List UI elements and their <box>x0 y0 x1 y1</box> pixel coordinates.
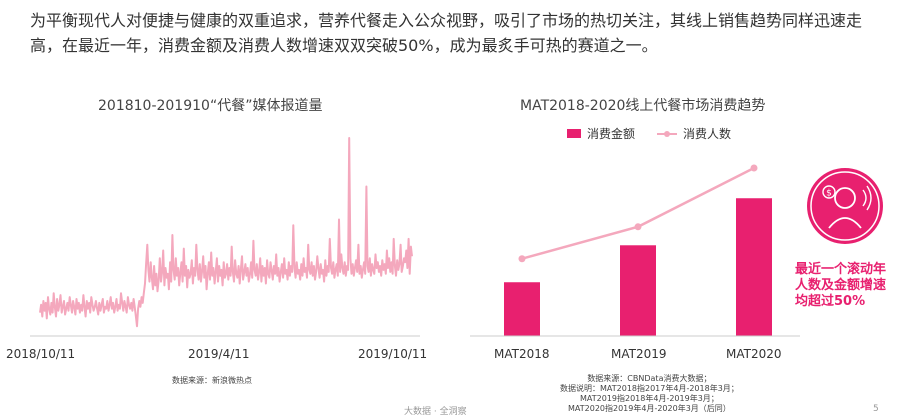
intro-paragraph: 为平衡现代人对便捷与健康的双重追求，营养代餐走入公众视野，吸引了市场的热切关注，… <box>30 11 863 55</box>
left-chart-source: 数据来源：新浪微热点 <box>172 376 252 385</box>
left-x-tick-mid: 2019/4/11 <box>188 347 250 361</box>
legend-people-label: 消费人数 <box>683 127 732 141</box>
callout-line-1: 最近一个滚动年 <box>795 262 887 277</box>
consumer-count-point-mat2018 <box>518 255 526 263</box>
growth-callout: 最近一个滚动年 人数及金额增速 均超过50% <box>795 262 895 310</box>
left-chart-title: 201810-201910“代餐”媒体报道量 <box>98 98 323 114</box>
legend-bar-swatch <box>567 129 581 138</box>
consumer-count-point-mat2019 <box>634 223 642 231</box>
right-x-tick-mat2020: MAT2020 <box>726 347 782 361</box>
right-chart-legend: 消费金额 消费人数 <box>567 125 731 142</box>
left-x-tick-end: 2019/10/11 <box>358 347 428 361</box>
right-x-tick-mat2018: MAT2018 <box>494 347 550 361</box>
callout-line-2: 人数及金额增速 <box>795 278 887 293</box>
bar-mat2020 <box>736 198 772 336</box>
svg-text:$: $ <box>826 189 832 199</box>
callout-highlight: 超过50% <box>808 294 866 309</box>
callout-line-3-prefix: 均 <box>795 294 809 309</box>
right-x-tick-mat2019: MAT2019 <box>611 347 667 361</box>
bar-mat2018 <box>504 282 540 336</box>
callout-line-3: 均超过50% <box>795 294 895 310</box>
legend-amount-label: 消费金额 <box>587 127 636 141</box>
left-x-tick-start: 2018/10/11 <box>6 347 76 361</box>
source-line-4: MAT2020指2019年4月-2020年3月（后同） <box>568 404 731 413</box>
money-person-icon: $ <box>807 168 883 244</box>
source-line-2: 数据说明：MAT2018指2017年4月-2018年3月； <box>560 384 739 393</box>
legend-line-swatch <box>657 130 678 137</box>
page-number: 5 <box>873 404 879 414</box>
right-chart-title: MAT2018-2020线上代餐市场消费趋势 <box>520 98 766 114</box>
bar-mat2019 <box>620 245 656 336</box>
source-line-1: 数据来源：CBNData消费大数据； <box>587 374 712 383</box>
right-chart-source: 数据来源：CBNData消费大数据； 数据说明：MAT2018指2017年4月-… <box>560 374 739 414</box>
consumer-count-point-mat2020 <box>750 164 758 172</box>
footer-brand: 大数据 · 全洞察 <box>404 407 467 417</box>
source-line-3: MAT2019指2018年4月-2019年3月； <box>580 394 719 403</box>
consumer-count-line <box>521 166 755 260</box>
media-volume-line <box>39 137 413 328</box>
